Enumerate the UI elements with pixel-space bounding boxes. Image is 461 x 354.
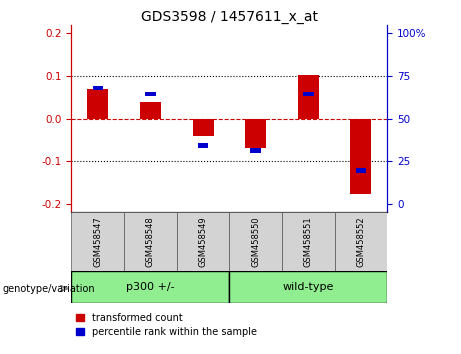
Bar <box>124 212 177 271</box>
Text: GSM458551: GSM458551 <box>304 216 313 267</box>
Bar <box>193 119 213 136</box>
Bar <box>303 92 313 96</box>
Text: GSM458547: GSM458547 <box>93 216 102 267</box>
Bar <box>282 212 335 271</box>
Bar <box>229 212 282 271</box>
Bar <box>140 102 161 119</box>
Bar <box>335 212 387 271</box>
Text: genotype/variation: genotype/variation <box>2 284 95 293</box>
Bar <box>355 169 366 173</box>
Bar <box>250 148 261 153</box>
Bar <box>298 75 319 119</box>
Bar <box>229 271 387 303</box>
Bar <box>145 92 156 96</box>
Bar <box>198 143 208 148</box>
Bar <box>93 86 103 90</box>
Bar <box>71 271 229 303</box>
Text: p300 +/-: p300 +/- <box>126 282 175 292</box>
Bar <box>71 212 124 271</box>
Bar <box>177 212 229 271</box>
Bar <box>350 119 372 194</box>
Text: wild-type: wild-type <box>283 282 334 292</box>
Bar <box>87 89 108 119</box>
Title: GDS3598 / 1457611_x_at: GDS3598 / 1457611_x_at <box>141 10 318 24</box>
Text: GSM458548: GSM458548 <box>146 216 155 267</box>
Bar <box>245 119 266 148</box>
Text: GSM458550: GSM458550 <box>251 216 260 267</box>
Legend: transformed count, percentile rank within the sample: transformed count, percentile rank withi… <box>77 313 257 337</box>
Text: GSM458549: GSM458549 <box>199 216 207 267</box>
Text: GSM458552: GSM458552 <box>356 216 366 267</box>
